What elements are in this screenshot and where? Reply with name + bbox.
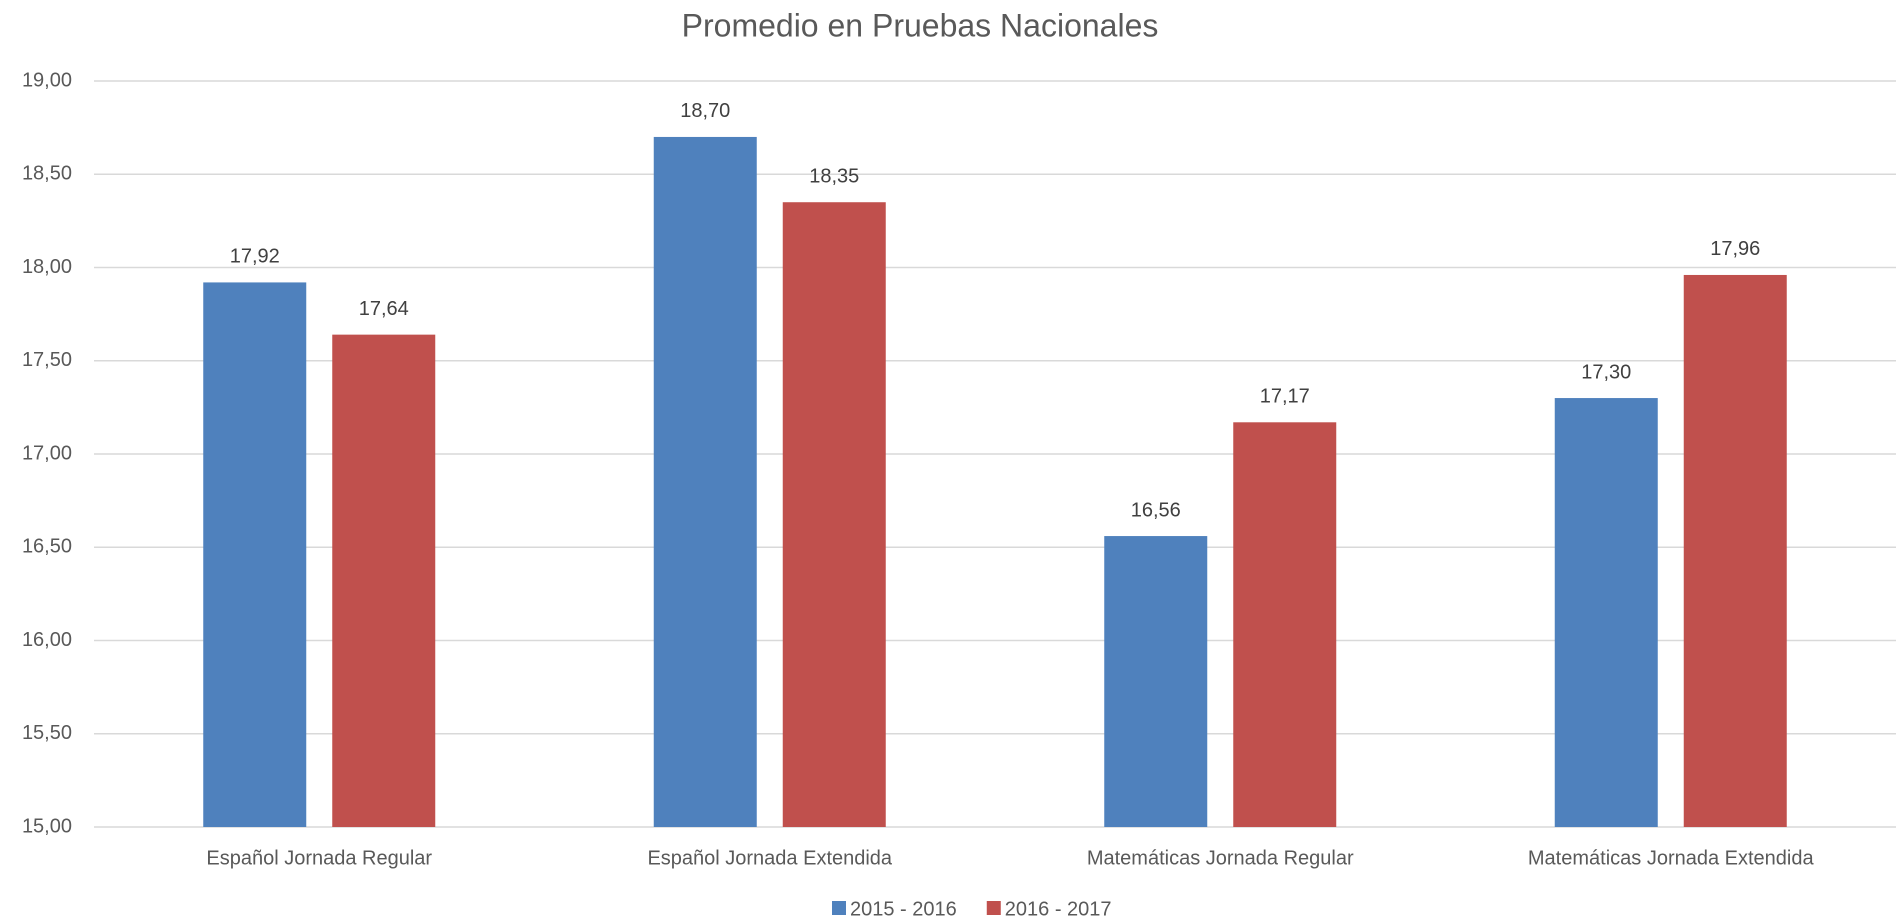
x-tick-label: Matemáticas Jornada Regular [1087, 847, 1354, 869]
value-label: 17,17 [1260, 386, 1310, 408]
legend-swatch [832, 901, 846, 915]
value-label: 18,70 [680, 100, 730, 122]
legend-label: 2016 - 2017 [1005, 898, 1112, 920]
y-tick-label: 19,00 [22, 69, 72, 91]
bar [653, 136, 757, 827]
legend-swatch [986, 901, 1001, 915]
chart-title: Promedio en Pruebas Nacionales [682, 7, 1159, 43]
bar [1554, 398, 1658, 827]
y-tick-label: 17,50 [22, 349, 72, 371]
y-tick-label: 15,00 [22, 815, 72, 837]
x-tick-label: Español Jornada Extendida [647, 847, 892, 869]
y-tick-label: 16,00 [22, 629, 72, 651]
y-tick-label: 18,00 [22, 256, 72, 278]
value-label: 18,35 [809, 166, 859, 188]
y-tick-label: 17,00 [22, 442, 72, 464]
value-label: 17,92 [230, 246, 280, 268]
value-label: 17,30 [1581, 361, 1631, 383]
x-tick-label: Matemáticas Jornada Extendida [1528, 847, 1815, 869]
bar [203, 282, 307, 827]
value-label: 17,96 [1710, 238, 1760, 260]
bar [1104, 536, 1208, 827]
y-tick-label: 15,50 [22, 722, 72, 744]
value-label: 17,64 [359, 298, 409, 320]
y-tick-label: 18,50 [22, 163, 72, 185]
x-tick-label: Español Jornada Regular [206, 847, 432, 869]
value-label: 16,56 [1131, 499, 1181, 521]
bar [1233, 422, 1337, 827]
legend-label: 2015 - 2016 [850, 898, 957, 920]
y-tick-label: 16,50 [22, 536, 72, 558]
bar [782, 202, 886, 828]
bar [1683, 274, 1787, 828]
bar [332, 334, 436, 827]
